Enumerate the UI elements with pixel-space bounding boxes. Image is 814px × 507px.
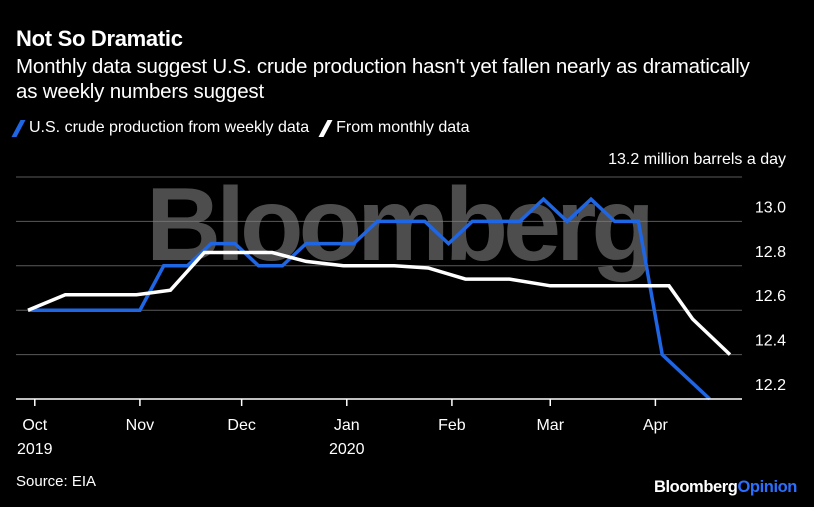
series-line-weekly <box>28 196 711 401</box>
y-axis-unit-label: 13.2 million barrels a day <box>608 151 786 168</box>
x-tick-year-label: 2019 <box>17 441 53 458</box>
chart-title: Not So Dramatic <box>16 26 183 51</box>
series-lines <box>27 196 732 401</box>
y-tick-label: 12.6 <box>755 288 786 305</box>
brand-logo: BloombergOpinion <box>654 478 797 497</box>
brand-logo-main: Bloomberg <box>653 478 738 496</box>
chart-subtitle: Monthly data suggest U.S. crude producti… <box>16 55 750 103</box>
x-tick-label: Dec <box>227 417 255 434</box>
y-tick-label: 12.4 <box>755 333 786 350</box>
legend-item-weekly: U.S. crude production from weekly data <box>11 119 310 137</box>
y-axis-tick-labels: 12.2 12.4 12.6 12.8 13.0 <box>755 199 786 394</box>
x-tick-label: Mar <box>536 417 564 434</box>
x-tick-label: Feb <box>438 417 466 434</box>
legend: U.S. crude production from weekly data F… <box>11 119 484 137</box>
x-axis: Oct 2019 Nov Dec Jan 2020 Feb Mar Apr <box>16 398 742 458</box>
x-tick-year-label: 2020 <box>329 441 365 458</box>
source-note: Source: EIA <box>16 473 97 490</box>
x-tick-label: Nov <box>126 417 154 434</box>
watermark-logo: Bloomberg <box>146 167 650 283</box>
legend-label-monthly: From monthly data <box>336 119 470 136</box>
x-tick-label: Oct <box>22 417 47 434</box>
x-tick-label: Jan <box>334 417 360 434</box>
x-tick-label: Apr <box>643 417 669 434</box>
y-tick-label: 12.2 <box>755 377 786 394</box>
series-line-monthly <box>27 250 732 356</box>
legend-label-weekly: U.S. crude production from weekly data <box>29 119 310 136</box>
brand-logo-accent: Opinion <box>737 478 797 496</box>
legend-item-monthly: From monthly data <box>318 119 470 137</box>
y-tick-label: 13.0 <box>755 199 786 216</box>
y-tick-label: 12.8 <box>755 244 786 261</box>
